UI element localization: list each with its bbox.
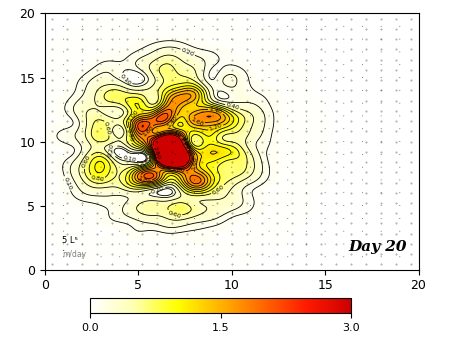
Text: 1.40: 1.40: [166, 115, 179, 128]
Text: 1.00: 1.00: [127, 109, 140, 122]
Text: 1.60: 1.60: [191, 156, 198, 170]
Text: 0.60: 0.60: [167, 210, 182, 219]
Text: 0.10: 0.10: [63, 176, 72, 191]
Text: 0.10: 0.10: [122, 156, 137, 163]
Text: 5 L⁵: 5 L⁵: [62, 236, 78, 245]
Text: 0.20: 0.20: [180, 47, 195, 57]
Text: 0.60: 0.60: [81, 154, 92, 169]
Text: 0.10: 0.10: [119, 73, 132, 86]
Text: 0.40: 0.40: [140, 156, 153, 169]
Text: 0.40: 0.40: [225, 102, 240, 111]
Text: 1.80: 1.80: [171, 167, 185, 174]
Text: 0.60: 0.60: [103, 121, 111, 135]
Text: 2.50: 2.50: [151, 146, 160, 161]
Text: 0.80: 0.80: [90, 175, 105, 183]
Text: Day 20: Day 20: [349, 240, 407, 254]
Text: 2.20: 2.20: [178, 136, 190, 151]
Text: 2.00: 2.00: [180, 136, 190, 151]
Text: 1.60: 1.60: [190, 116, 204, 127]
Text: 1.20: 1.20: [208, 123, 223, 132]
Text: 1.40: 1.40: [208, 106, 223, 115]
Text: 1.80: 1.80: [137, 175, 152, 185]
Text: 1.80: 1.80: [141, 125, 155, 138]
Text: 0.60: 0.60: [211, 184, 225, 196]
Text: m/day: m/day: [62, 250, 86, 259]
Text: 0.20: 0.20: [150, 185, 165, 194]
Text: 0.20: 0.20: [108, 143, 115, 157]
Text: 0.80: 0.80: [125, 128, 133, 143]
